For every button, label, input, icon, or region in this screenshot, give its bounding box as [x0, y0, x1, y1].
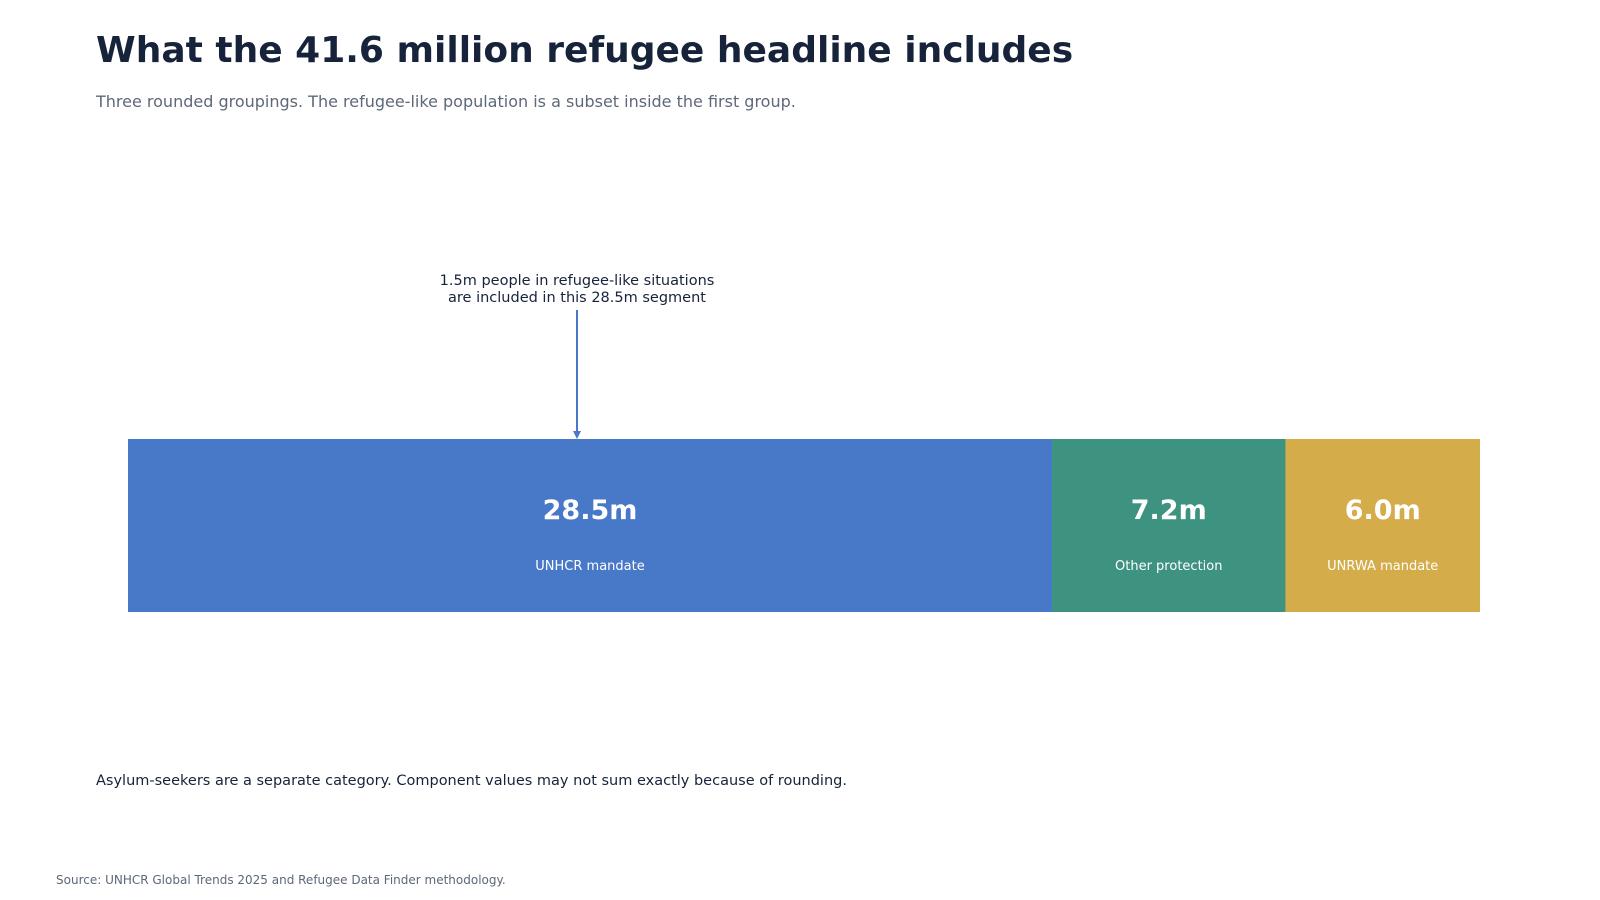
segment-category-label: UNRWA mandate: [1327, 559, 1438, 574]
segment-category-label: Other protection: [1115, 559, 1222, 574]
bar-segment-1: [128, 439, 1053, 612]
segment-value-label: 28.5m: [543, 495, 638, 526]
bar-segment-3: [1285, 439, 1480, 612]
bar-segment-2: [1052, 439, 1286, 612]
annotation-text-line: 1.5m people in refugee-like situations: [440, 273, 715, 289]
segment-value-label: 6.0m: [1345, 495, 1421, 526]
chart-title: What the 41.6 million refugee headline i…: [96, 30, 1074, 71]
source-note: Source: UNHCR Global Trends 2025 and Ref…: [56, 873, 506, 887]
footnote: Asylum-seekers are a separate category. …: [96, 773, 847, 789]
bar-group: 28.5m UNHCR mandate 7.2m Other protection 6.…: [128, 439, 1480, 612]
annotation-text-line: are included in this 28.5m segment: [448, 290, 706, 306]
segment-value-label: 7.2m: [1131, 495, 1207, 526]
annotation-group: 1.5m people in refugee-like situationsar…: [440, 273, 715, 439]
segment-category-label: UNHCR mandate: [535, 559, 644, 574]
chart-subtitle: Three rounded groupings. The refugee-lik…: [96, 92, 796, 111]
stacked-bar-chart: 1.5m people in refugee-like situationsar…: [128, 273, 1480, 612]
